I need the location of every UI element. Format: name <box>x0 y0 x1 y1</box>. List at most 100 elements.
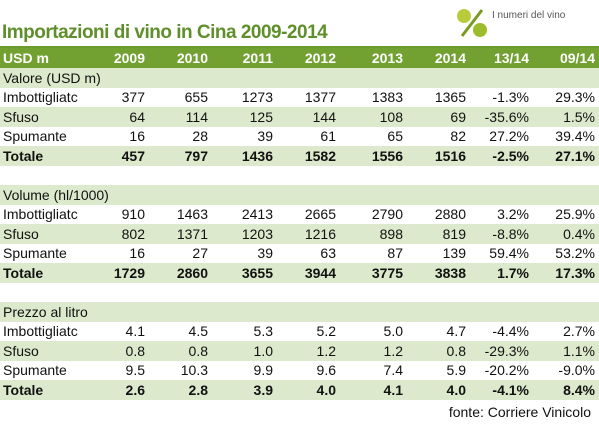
header-cell: USD m <box>3 50 49 66</box>
cell: 2880 <box>434 206 466 223</box>
cell: 2790 <box>371 206 403 223</box>
cell: 1.1% <box>563 342 595 359</box>
header-cell: 2011 <box>242 50 273 66</box>
cell: 65 <box>387 128 403 145</box>
cell: 114 <box>185 108 208 125</box>
rule <box>0 46 599 48</box>
cell: 27.2% <box>489 128 529 145</box>
cell: 5.2 <box>316 323 336 340</box>
cell: 69 <box>450 108 466 125</box>
cell: 797 <box>184 147 208 164</box>
cell: 4.5 <box>188 323 208 340</box>
cell: 4.1 <box>125 323 145 340</box>
data-row: Sfuso 802 1371 1203 1216 898 819 -8.8% 0.4% <box>0 224 599 244</box>
cell: 27.1% <box>555 147 595 164</box>
cell: 0.4% <box>563 225 595 242</box>
cell: -20.2% <box>484 362 529 379</box>
cell: 2.6 <box>125 381 145 398</box>
cell: 0.8 <box>446 342 466 359</box>
cell: 2413 <box>241 206 273 223</box>
cell: -29.3% <box>484 342 529 359</box>
section-row: Prezzo al litro <box>0 302 599 322</box>
data-row: Imbottigliatc 4.1 4.5 5.3 5.2 5.0 4.7 -4.4% 2.7% <box>0 322 599 342</box>
cell: 53.2% <box>555 245 595 262</box>
data-row: Totale 457 797 1436 1582 1556 1516 -2.5% 27.1% <box>0 146 599 166</box>
header-cell: 13/14 <box>493 50 529 66</box>
cell: -9.0% <box>558 362 595 379</box>
cell: 1383 <box>371 89 403 106</box>
cell: 29.3% <box>555 89 595 106</box>
row-label: Imbottigliatc <box>3 206 78 223</box>
row-label: Totale <box>3 147 44 164</box>
cell: 0.8 <box>125 342 145 359</box>
cell: 1729 <box>113 264 145 281</box>
cell: 3655 <box>241 264 273 281</box>
cell: 17.3% <box>555 264 595 281</box>
cell: 655 <box>184 89 208 106</box>
cell: 5.0 <box>383 323 403 340</box>
cell: 16 <box>129 245 145 262</box>
cell: 1.2 <box>316 342 336 359</box>
cell: 5.3 <box>253 323 273 340</box>
data-row: Sfuso 0.8 0.8 1.0 1.2 1.2 0.8 -29.3% 1.1% <box>0 341 599 361</box>
section-row: Valore (USD m) <box>0 68 599 88</box>
section-label: Volume (hl/1000) <box>3 186 109 203</box>
row-label: Sfuso <box>3 342 39 359</box>
cell: 8.4% <box>563 381 595 398</box>
header-cell: 2013 <box>371 50 403 66</box>
cell: 3.9 <box>253 381 273 398</box>
cell: 1.7% <box>497 264 529 281</box>
header-cell: 2014 <box>434 50 466 66</box>
cell: 1.0 <box>253 342 273 359</box>
cell: 9.5 <box>125 362 145 379</box>
cell: 4.0 <box>316 381 336 398</box>
cell: 2665 <box>304 206 336 223</box>
cell: 39 <box>257 128 273 145</box>
cell: 9.6 <box>316 362 336 379</box>
header-row: USD m 2009 2010 2011 2012 2013 2014 13/14 09/14 <box>0 48 599 68</box>
cell: 39.4% <box>555 128 595 145</box>
cell: 377 <box>121 89 145 106</box>
data-row: Totale 2.6 2.8 3.9 4.0 4.1 4.0 -4.1% 8.4% <box>0 380 599 400</box>
cell: 1463 <box>176 206 208 223</box>
logo: I numeri del vino <box>452 4 594 42</box>
cell: 457 <box>121 147 145 164</box>
cell: 2.8 <box>188 381 208 398</box>
data-row: Imbottigliatc 377 655 1273 1377 1383 1365 -1.3%… <box>0 88 599 108</box>
logo-text: I numeri del vino <box>492 10 566 21</box>
cell: 1377 <box>304 89 336 106</box>
cell: 25.9% <box>555 206 595 223</box>
row-label: Spumante <box>3 245 67 262</box>
data-row: Sfuso 64 114 125 144 108 69 -35.6% 1.5% <box>0 107 599 127</box>
row-label: Totale <box>3 264 44 281</box>
cell: 82 <box>450 128 466 145</box>
data-row: Totale 1729 2860 3655 3944 3775 3838 1.7% 17.3% <box>0 263 599 283</box>
title: Importazioni di vino in Cina 2009-2014 <box>2 22 328 43</box>
cell: 0.8 <box>188 342 208 359</box>
cell: 10.3 <box>180 362 208 379</box>
logo-icon <box>457 9 487 37</box>
cell: -4.4% <box>492 323 529 340</box>
cell: 802 <box>121 225 145 242</box>
header-cell: 2012 <box>304 50 336 66</box>
cell: 819 <box>442 225 466 242</box>
cell: 125 <box>249 108 273 125</box>
row-label: Imbottigliatc <box>3 89 78 106</box>
section-label: Prezzo al litro <box>3 303 88 320</box>
cell: 3944 <box>304 264 336 281</box>
cell: -1.3% <box>492 89 529 106</box>
cell: 5.9 <box>446 362 466 379</box>
header-cell: 2010 <box>176 50 208 66</box>
cell: 9.9 <box>253 362 273 379</box>
row-label: Spumante <box>3 362 67 379</box>
cell: 1203 <box>241 225 273 242</box>
cell: 1556 <box>371 147 403 164</box>
table: USD m 2009 2010 2011 2012 2013 2014 13/14 09/14 V… <box>0 48 599 400</box>
cell: 3838 <box>434 264 466 281</box>
cell: 1365 <box>434 89 466 106</box>
data-row: Spumante 16 28 39 61 65 82 27.2% 39.4% <box>0 127 599 147</box>
cell: 1436 <box>241 147 273 164</box>
cell: 910 <box>121 206 145 223</box>
cell: 1.5% <box>563 108 595 125</box>
